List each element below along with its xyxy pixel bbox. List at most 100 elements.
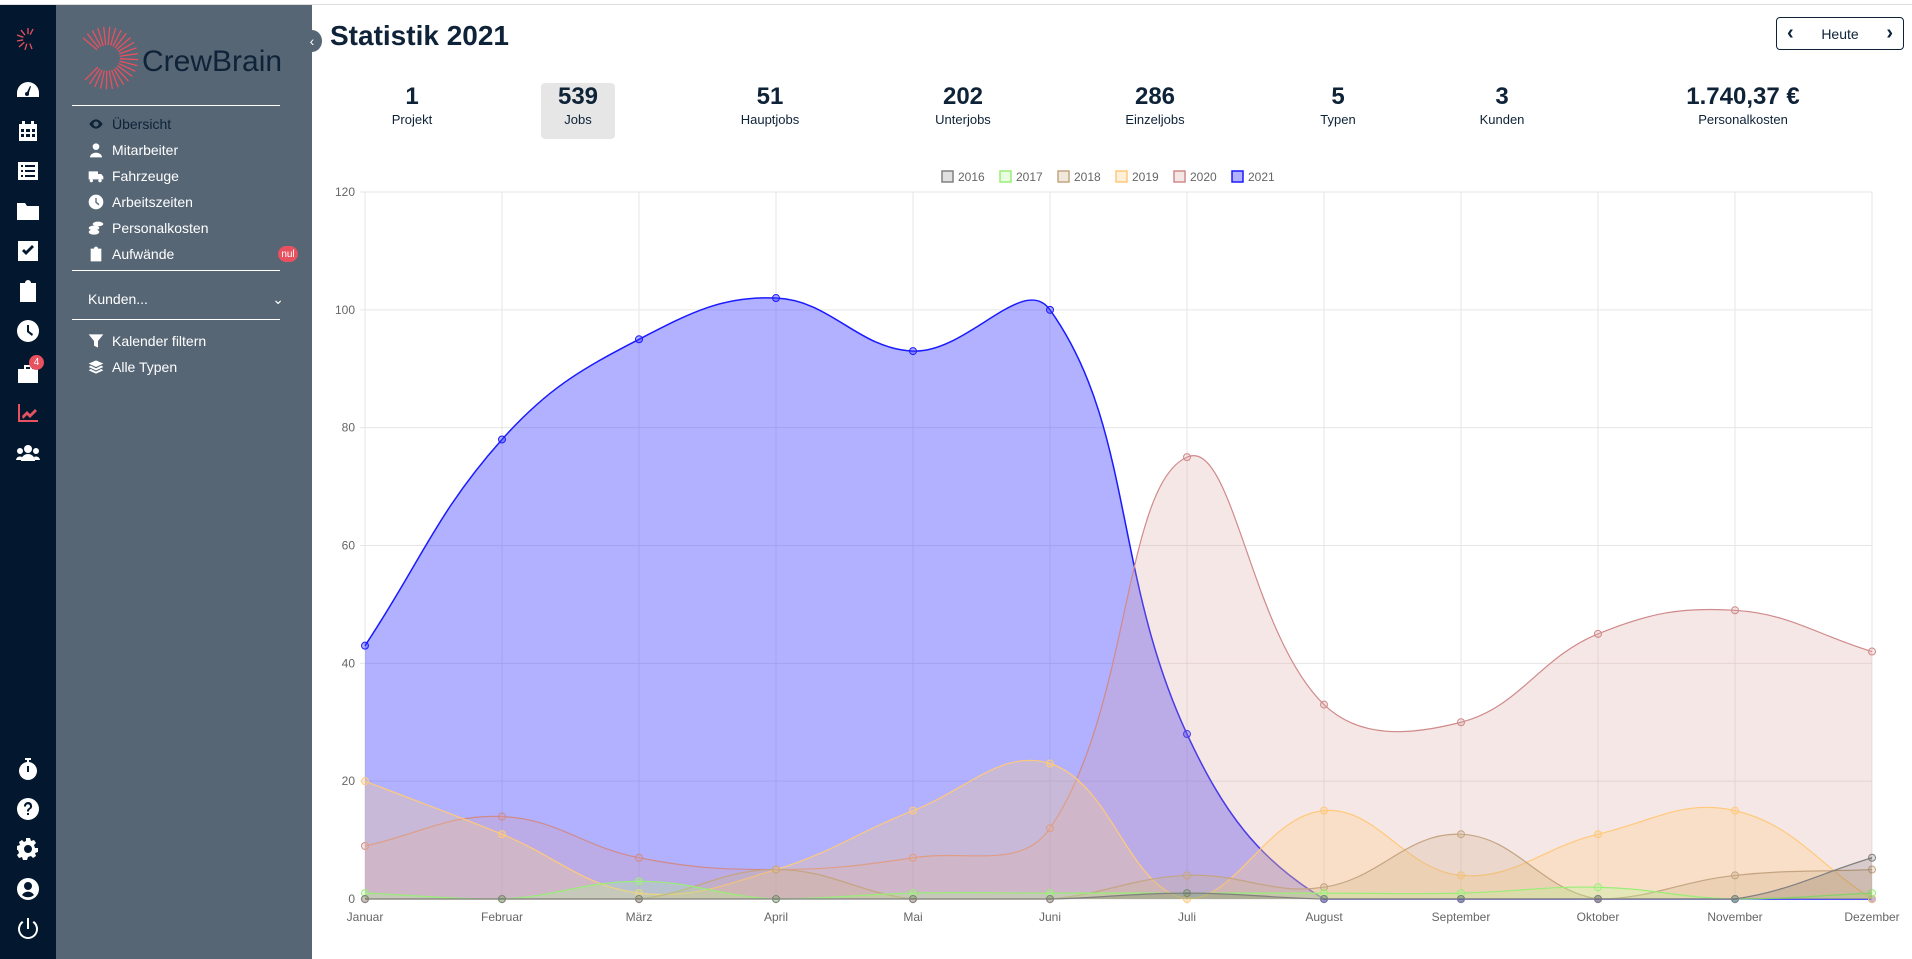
data-point-2019[interactable] bbox=[1731, 806, 1739, 815]
data-point-2020[interactable] bbox=[1183, 453, 1191, 462]
data-point-2020[interactable] bbox=[635, 853, 643, 862]
data-point-2017[interactable] bbox=[1320, 889, 1328, 898]
dashboard-icon[interactable] bbox=[14, 77, 42, 105]
stat-unterjobs[interactable]: 202 Unterjobs bbox=[926, 83, 1000, 139]
sidebar-item-uebersicht[interactable]: Übersicht bbox=[88, 113, 171, 135]
previous-button[interactable]: ‹ bbox=[1787, 22, 1794, 44]
stat-projekt[interactable]: 1 Projekt bbox=[375, 83, 449, 139]
stopwatch-icon[interactable] bbox=[14, 755, 42, 783]
data-point-2020[interactable] bbox=[1594, 629, 1602, 638]
data-point-2017[interactable] bbox=[635, 877, 643, 886]
data-point-2020[interactable] bbox=[498, 812, 506, 821]
stat-einzeljobs[interactable]: 286 Einzeljobs bbox=[1118, 83, 1192, 139]
data-point-2018[interactable] bbox=[1868, 865, 1876, 874]
data-point-2019[interactable] bbox=[498, 830, 506, 839]
legend-item-2016[interactable]: 2016 bbox=[941, 170, 985, 184]
sidebar-item-arbeitszeiten[interactable]: Arbeitszeiten bbox=[88, 191, 193, 213]
data-point-2020[interactable] bbox=[1320, 700, 1328, 709]
data-point-2021[interactable] bbox=[635, 335, 643, 344]
data-point-2018[interactable] bbox=[1183, 871, 1191, 880]
data-point-2016[interactable] bbox=[1320, 895, 1328, 903]
calendar-icon[interactable] bbox=[14, 117, 42, 145]
legend-item-2021[interactable]: 2021 bbox=[1231, 170, 1275, 184]
data-point-2017[interactable] bbox=[361, 889, 369, 898]
all-types-button[interactable]: Alle Typen bbox=[88, 356, 177, 378]
data-point-2016[interactable] bbox=[1457, 895, 1465, 903]
data-point-2019[interactable] bbox=[1320, 806, 1328, 815]
sidebar-item-personalkosten[interactable]: Personalkosten bbox=[88, 217, 209, 239]
data-point-2019[interactable] bbox=[1457, 871, 1465, 880]
sidebar-item-mitarbeiter[interactable]: Mitarbeiter bbox=[88, 139, 178, 161]
data-point-2016[interactable] bbox=[909, 895, 917, 903]
today-button[interactable]: Heute bbox=[1821, 25, 1859, 42]
data-point-2021[interactable] bbox=[1183, 730, 1191, 739]
data-point-2016[interactable] bbox=[1868, 853, 1876, 862]
data-point-2016[interactable] bbox=[1046, 895, 1054, 903]
legend-item-2020[interactable]: 2020 bbox=[1173, 170, 1217, 184]
data-point-2020[interactable] bbox=[1457, 718, 1465, 727]
data-point-2017[interactable] bbox=[1868, 889, 1876, 898]
help-icon[interactable] bbox=[14, 795, 42, 823]
data-point-2016[interactable] bbox=[1183, 889, 1191, 898]
data-point-2019[interactable] bbox=[1183, 895, 1191, 903]
data-point-2021[interactable] bbox=[772, 294, 780, 303]
data-point-2016[interactable] bbox=[498, 895, 506, 903]
customers-dropdown[interactable]: Kunden... ⌄ bbox=[88, 288, 284, 310]
data-point-2020[interactable] bbox=[1046, 824, 1054, 833]
tasks-checkbox-icon[interactable] bbox=[14, 237, 42, 265]
crewbrain-mark-icon[interactable] bbox=[14, 25, 42, 53]
data-point-2016[interactable] bbox=[1731, 895, 1739, 903]
data-point-2020[interactable] bbox=[1731, 606, 1739, 615]
data-point-2019[interactable] bbox=[1868, 895, 1876, 903]
data-point-2016[interactable] bbox=[361, 895, 369, 903]
calendar-filter-button[interactable]: Kalender filtern bbox=[88, 330, 206, 352]
stat-personalkosten[interactable]: 1.740,37 € Personalkosten bbox=[1683, 83, 1803, 139]
stat-kunden[interactable]: 3 Kunden bbox=[1465, 83, 1539, 139]
data-point-2017[interactable] bbox=[909, 889, 917, 898]
clipboard-icon[interactable] bbox=[14, 277, 42, 305]
stat-hauptjobs[interactable]: 51 Hauptjobs bbox=[733, 83, 807, 139]
list-icon[interactable] bbox=[14, 157, 42, 185]
stat-jobs[interactable]: 539 Jobs bbox=[541, 83, 615, 139]
data-point-2020[interactable] bbox=[909, 853, 917, 862]
data-point-2018[interactable] bbox=[1731, 871, 1739, 880]
crewbrain-logo[interactable]: CrewBrain bbox=[72, 23, 292, 93]
data-point-2016[interactable] bbox=[1594, 895, 1602, 903]
data-point-2020[interactable] bbox=[361, 841, 369, 850]
jobs-suitcase-icon[interactable]: 4 bbox=[14, 355, 44, 387]
collapse-sidebar-button[interactable]: ‹ bbox=[302, 30, 322, 52]
data-point-2021[interactable] bbox=[1046, 305, 1054, 314]
data-point-2021[interactable] bbox=[361, 641, 369, 650]
data-point-2018[interactable] bbox=[1320, 883, 1328, 892]
data-point-2019[interactable] bbox=[1046, 759, 1054, 768]
data-point-2020[interactable] bbox=[1868, 647, 1876, 656]
statistics-chart-icon[interactable] bbox=[14, 399, 42, 427]
sidebar-item-aufwaende[interactable]: Aufwände nul bbox=[88, 243, 298, 265]
data-point-2019[interactable] bbox=[1594, 830, 1602, 839]
data-point-2018[interactable] bbox=[772, 865, 780, 874]
folder-icon[interactable] bbox=[14, 197, 42, 225]
data-point-2019[interactable] bbox=[635, 889, 643, 898]
data-point-2019[interactable] bbox=[361, 777, 369, 786]
stat-typen[interactable]: 5 Typen bbox=[1301, 83, 1375, 139]
data-point-2017[interactable] bbox=[1457, 889, 1465, 898]
data-point-2021[interactable] bbox=[909, 347, 917, 356]
legend-item-2018[interactable]: 2018 bbox=[1057, 170, 1101, 184]
data-point-2016[interactable] bbox=[772, 895, 780, 903]
data-point-2018[interactable] bbox=[1457, 830, 1465, 839]
data-point-2017[interactable] bbox=[1594, 883, 1602, 892]
settings-gear-icon[interactable] bbox=[14, 835, 42, 863]
data-point-2017[interactable] bbox=[1046, 889, 1054, 898]
divider bbox=[72, 270, 280, 271]
clock-icon[interactable] bbox=[14, 317, 42, 345]
sidebar-item-fahrzeuge[interactable]: Fahrzeuge bbox=[88, 165, 179, 187]
power-icon[interactable] bbox=[14, 915, 42, 943]
profile-icon[interactable] bbox=[14, 875, 42, 903]
data-point-2016[interactable] bbox=[635, 895, 643, 903]
team-icon[interactable] bbox=[14, 439, 42, 467]
next-button[interactable]: › bbox=[1886, 22, 1893, 44]
data-point-2019[interactable] bbox=[909, 806, 917, 815]
legend-item-2019[interactable]: 2019 bbox=[1115, 170, 1159, 184]
legend-item-2017[interactable]: 2017 bbox=[999, 170, 1043, 184]
data-point-2021[interactable] bbox=[498, 435, 506, 444]
